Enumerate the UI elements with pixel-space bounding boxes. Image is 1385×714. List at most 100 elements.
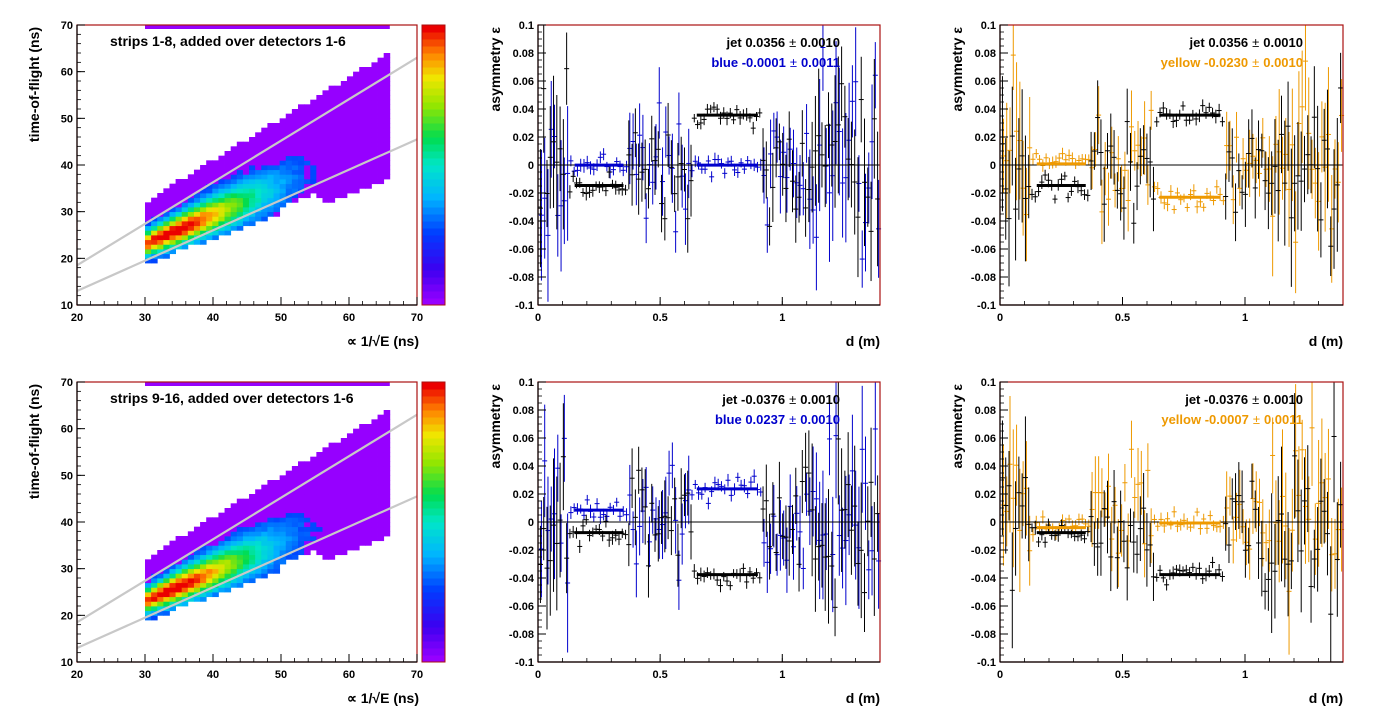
y-tick-label: -0.08 — [971, 629, 996, 641]
y-axis-title: time-of-flight (ns) — [26, 27, 42, 142]
y-ticks: -0.1 -0.08 -0.06 -0.04 -0.02 0 0.02 0.04 0.06 0.0… — [509, 20, 546, 312]
y-tick-label: 0.08 — [513, 405, 534, 417]
y-tick-label: -0.06 — [509, 244, 534, 256]
y-axis-title: time-of-flight (ns) — [26, 384, 42, 499]
legend-error-jet: 0.0010 — [800, 392, 840, 407]
y-tick-label: -0.04 — [971, 216, 997, 228]
data-points — [537, 25, 882, 302]
chart-panel-4: strips 9-16, added over detectors 1-6102… — [26, 377, 446, 706]
x-tick-label: 0.5 — [1115, 312, 1130, 324]
y-axis-title: asymmetry ε — [487, 384, 503, 469]
heatmap-title-box: strips 1-8, added over detectors 1-6 — [107, 29, 392, 51]
y-tick-label: -0.02 — [509, 188, 534, 200]
fit-legend: jet -0.0376 ±0.0010 blue 0.0237 ±0.0010 — [715, 392, 840, 427]
data-points — [999, 382, 1345, 662]
legend-entry-jet: jet -0.0376 ±0.0010 — [1184, 392, 1303, 407]
y-ticks: 10 20 30 40 50 60 70 — [61, 20, 85, 312]
x-ticks: 20 30 40 50 60 70 — [71, 654, 423, 681]
y-tick-label: -0.02 — [971, 188, 996, 200]
legend-entry-yellow: yellow -0.0007 ±0.0011 — [1161, 412, 1303, 427]
x-tick-label: 30 — [139, 312, 151, 324]
chart-panel-1: strips 1-8, added over detectors 1-6 1020… — [26, 20, 446, 349]
y-tick-label: 0.1 — [981, 20, 996, 32]
y-tick-label: 0 — [528, 517, 534, 529]
x-tick-label: 40 — [207, 312, 219, 324]
y-tick-label: -0.06 — [971, 601, 996, 613]
x-axis-title: ∝ 1/√E (ns) — [347, 690, 419, 706]
legend-entry-blue: blue -0.0001 ±0.0011 — [711, 55, 840, 70]
data-points — [999, 25, 1345, 294]
y-tick-label: 40 — [61, 160, 73, 172]
x-ticks: 20 30 40 50 60 70 — [71, 297, 423, 324]
legend-label-jet: jet — [1189, 35, 1206, 50]
y-tick-label: 0.04 — [975, 104, 997, 116]
y-tick-label: 0.1 — [519, 377, 534, 389]
chart-panel-3: jet 0.0356 ±0.0010 yellow -0.0230 ±0.0010 -0… — [949, 20, 1345, 349]
chart-panel-5: jet -0.0376 ±0.0010 blue 0.0237 ±0.0010 -0.1… — [487, 377, 882, 706]
x-tick-label: 50 — [275, 312, 287, 324]
legend-error-jet: 0.0010 — [1263, 35, 1303, 50]
x-axis-title: d (m) — [1309, 690, 1343, 706]
y-tick-label: 0.08 — [513, 48, 534, 60]
y-tick-label: 0.1 — [519, 20, 534, 32]
y-tick-label: 0.06 — [975, 76, 996, 88]
y-tick-label: -0.04 — [509, 573, 535, 585]
x-axis-title: d (m) — [1309, 333, 1343, 349]
x-tick-label: 60 — [343, 669, 355, 681]
legend-pm: ± — [789, 392, 796, 407]
y-tick-label: -0.04 — [971, 573, 997, 585]
x-tick-label: 70 — [411, 312, 423, 324]
legend-label-jet: jet — [721, 392, 738, 407]
legend-label-blue: blue — [711, 55, 738, 70]
x-tick-label: 0.5 — [652, 669, 667, 681]
y-tick-label: -0.1 — [515, 300, 534, 312]
y-tick-label: 0.08 — [975, 48, 996, 60]
y-tick-label: -0.1 — [977, 657, 996, 669]
x-tick-label: 0.5 — [652, 312, 667, 324]
heatmap-title-box: strips 9-16, added over detectors 1-6 — [107, 386, 392, 408]
legend-label-yellow: yellow — [1161, 412, 1202, 427]
y-tick-label: 70 — [61, 377, 73, 389]
cut-line-2 — [76, 138, 418, 293]
cut-line-1 — [76, 56, 418, 267]
y-tick-label: -0.02 — [509, 545, 534, 557]
y-tick-label: 0.02 — [513, 489, 534, 501]
y-ticks: -0.1 -0.08 -0.06 -0.04 -0.02 0 0.02 0.04 0.06 0.0… — [509, 377, 546, 669]
y-tick-label: 0 — [990, 160, 996, 172]
legend-entry-jet: jet 0.0356 ±0.0010 — [1189, 35, 1303, 50]
legend-value-yellow: -0.0230 — [1204, 55, 1248, 70]
legend-label-jet: jet — [726, 35, 743, 50]
heatmap-title: strips 1-8, added over detectors 1-6 — [110, 33, 346, 49]
legend-error-blue: 0.0010 — [800, 412, 840, 427]
x-tick-label: 0.5 — [1115, 669, 1130, 681]
legend-label-jet: jet — [1184, 392, 1201, 407]
legend-pm: ± — [789, 35, 796, 50]
y-tick-label: 60 — [61, 424, 73, 436]
x-tick-label: 20 — [71, 669, 83, 681]
y-tick-label: 0.04 — [513, 461, 535, 473]
y-tick-label: -0.04 — [509, 216, 535, 228]
y-tick-label: 0.04 — [975, 461, 997, 473]
x-tick-label: 50 — [275, 669, 287, 681]
y-tick-label: 70 — [61, 20, 73, 32]
legend-label-blue: blue — [715, 412, 742, 427]
y-tick-label: 30 — [61, 564, 73, 576]
colorbar — [421, 381, 446, 663]
x-tick-label: 0 — [535, 312, 541, 324]
x-tick-label: 60 — [343, 312, 355, 324]
y-tick-label: 50 — [61, 470, 73, 482]
y-axis-title: asymmetry ε — [949, 27, 965, 112]
y-tick-label: 10 — [61, 300, 73, 312]
y-tick-label: 40 — [61, 517, 73, 529]
x-tick-label: 0 — [997, 312, 1003, 324]
cut-line-2 — [76, 495, 418, 650]
y-tick-label: -0.02 — [971, 545, 996, 557]
legend-pm: ± — [1253, 412, 1260, 427]
y-ticks: -0.1 -0.08 -0.06 -0.04 -0.02 0 0.02 0.04 0.06 0.0… — [971, 377, 1008, 669]
legend-value-yellow: -0.0007 — [1205, 412, 1249, 427]
legend-pm: ± — [1252, 55, 1259, 70]
legend-pm: ± — [789, 412, 796, 427]
y-tick-label: 0.06 — [513, 433, 534, 445]
